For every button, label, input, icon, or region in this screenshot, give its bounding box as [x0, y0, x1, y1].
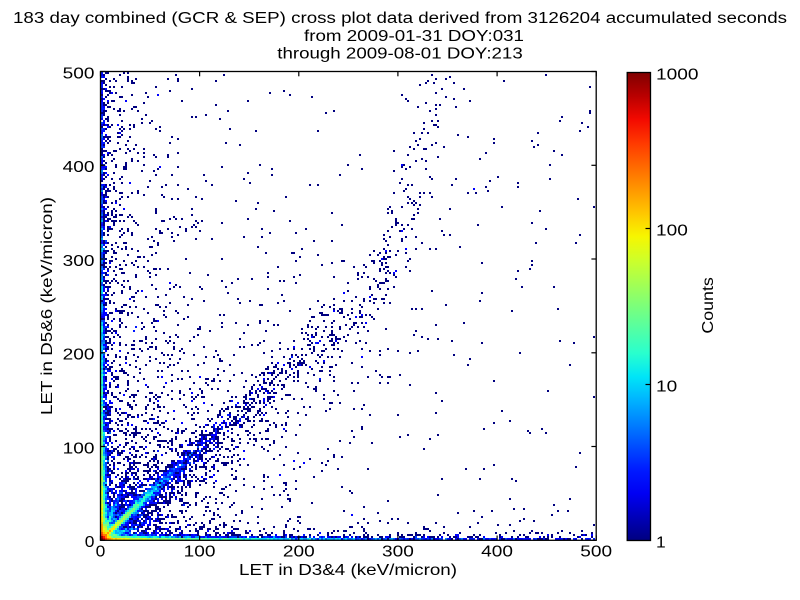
svg-text:183 day combined (GCR & SEP) c: 183 day combined (GCR & SEP) cross plot … [13, 10, 787, 27]
svg-text:LET in D5&6 (keV/micron): LET in D5&6 (keV/micron) [39, 197, 56, 415]
svg-text:1000: 1000 [656, 66, 699, 83]
svg-text:200: 200 [63, 347, 95, 364]
svg-text:through 2009-08-01 DOY:213: through 2009-08-01 DOY:213 [277, 45, 523, 62]
svg-text:100: 100 [184, 544, 216, 561]
svg-text:500: 500 [580, 544, 612, 561]
svg-text:100: 100 [656, 222, 688, 239]
svg-text:400: 400 [63, 159, 95, 176]
svg-text:100: 100 [63, 440, 95, 457]
svg-text:0: 0 [96, 544, 106, 561]
svg-text:300: 300 [382, 544, 414, 561]
svg-text:0: 0 [85, 534, 95, 551]
svg-text:LET in D3&4 (keV/micron): LET in D3&4 (keV/micron) [239, 562, 457, 579]
svg-text:Counts: Counts [700, 277, 717, 334]
svg-text:400: 400 [481, 544, 513, 561]
svg-text:1: 1 [656, 534, 666, 551]
svg-text:200: 200 [283, 544, 315, 561]
svg-text:300: 300 [63, 253, 95, 270]
svg-text:10: 10 [656, 378, 677, 395]
svg-text:500: 500 [63, 65, 95, 82]
svg-text:from 2009-01-31 DOY:031: from 2009-01-31 DOY:031 [304, 28, 524, 45]
